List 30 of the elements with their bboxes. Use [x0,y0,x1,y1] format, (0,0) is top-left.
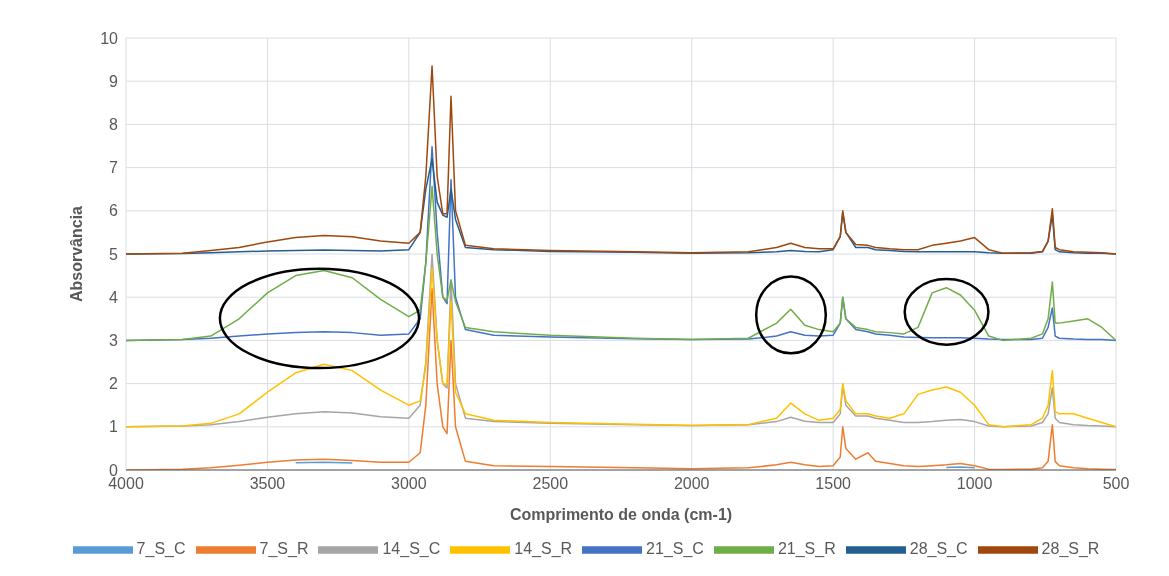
legend-label: 28_S_R [1041,540,1100,558]
y-axis-title: Absorvância [67,205,85,303]
legend-label: 7_S_C [136,540,186,558]
y-tick-label: 4 [109,288,119,306]
x-tick-label: 3500 [249,475,286,493]
y-tick-label: 6 [109,202,119,220]
y-tick-label: 7 [109,159,119,177]
y-tick-label: 2 [109,375,119,393]
x-tick-label: 4000 [108,475,144,493]
y-tick-label: 8 [109,116,119,134]
x-tick-label: 2500 [532,475,569,493]
legend-label: 14_S_R [514,540,573,558]
line-series [126,65,1116,255]
x-axis-title: Comprimento de onda (cm-1) [509,506,733,523]
x-tick-label: 1500 [815,475,852,493]
legend-label: 28_S_C [909,540,968,558]
y-tick-label: 3 [109,332,119,350]
x-tick-label: 500 [1102,475,1130,493]
y-tick-label: 9 [109,72,119,90]
y-tick-label: 5 [109,245,119,263]
legend-label: 21_S_C [646,540,704,558]
y-tick-label: 1 [109,418,119,436]
x-tick-label: 1000 [956,475,993,493]
y-tick-label: 10 [100,29,119,47]
legend-label: 14_S_C [382,540,441,558]
x-tick-label: 3000 [391,475,427,493]
legend-label: 21_S_R [777,540,836,558]
legend-label: 7_S_R [259,540,309,558]
line-series [126,185,1116,342]
x-tick-label: 2000 [673,475,710,493]
